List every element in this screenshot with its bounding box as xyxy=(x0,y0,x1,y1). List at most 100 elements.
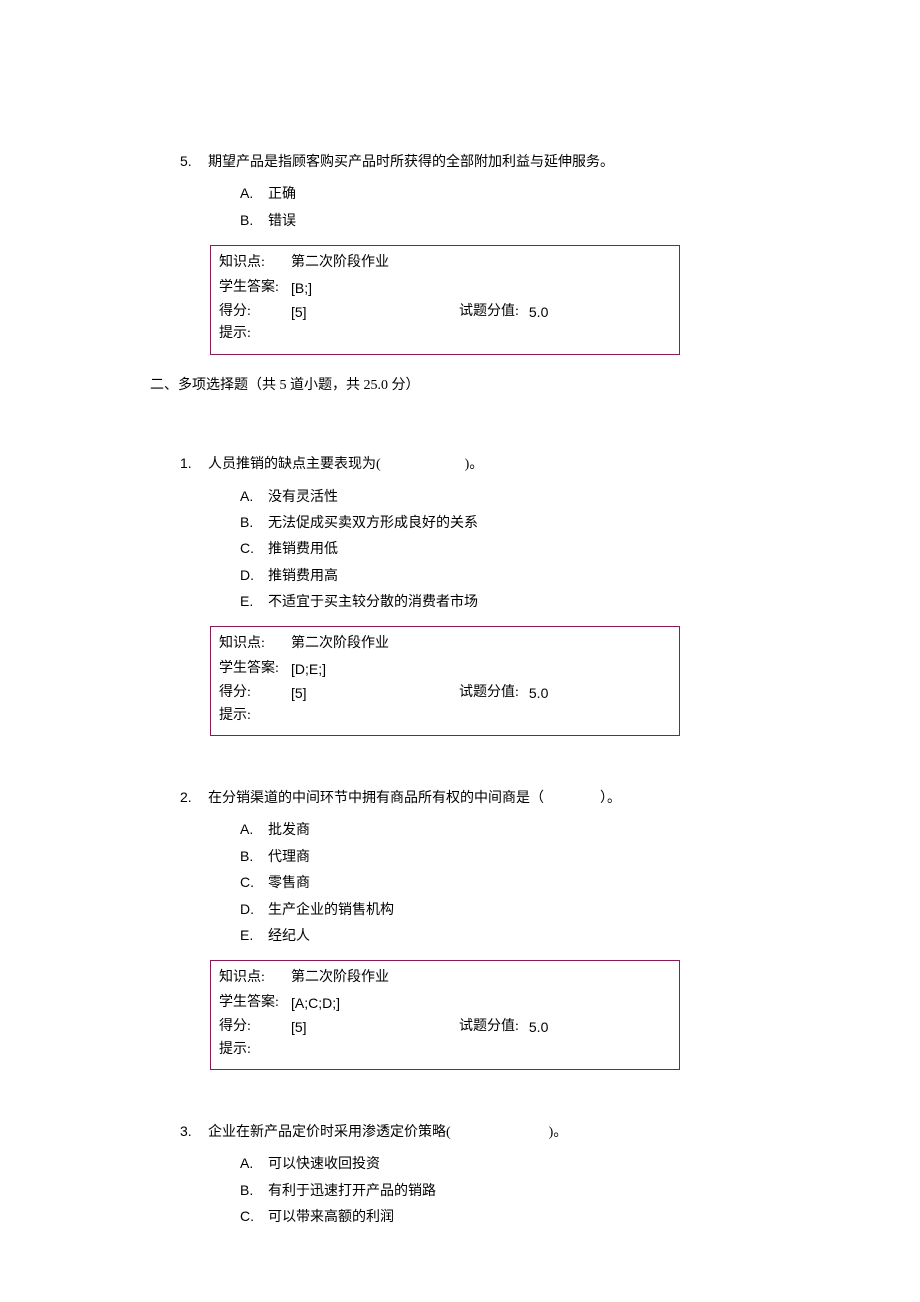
question-text: 人员推销的缺点主要表现为( )。 xyxy=(208,454,780,476)
option-item: D.推销费用高 xyxy=(240,564,780,588)
question-number: 1. xyxy=(180,452,208,474)
knowledge-point-value: 第二次阶段作业 xyxy=(291,633,389,655)
question-value-label: 试题分值: xyxy=(459,301,519,323)
question-block: 2. 在分销渠道的中间环节中拥有商品所有权的中间商是（ ）。 A.批发商 B.代… xyxy=(180,786,780,1070)
score-label: 得分: xyxy=(219,682,291,704)
option-text: 错误 xyxy=(268,211,296,233)
score-row: 得分: [5] 试题分值: 5.0 xyxy=(219,301,671,323)
score-value: [5] xyxy=(291,1016,307,1038)
option-item: A.没有灵活性 xyxy=(240,485,780,509)
score-row: 得分:[5] 试题分值: 5.0 xyxy=(219,1016,671,1038)
student-answer-row: 学生答案:[D;E;] xyxy=(219,658,671,680)
student-answer-row: 学生答案:[A;C;D;] xyxy=(219,992,671,1014)
hint-row: 提示: xyxy=(219,705,671,727)
question-text: 在分销渠道的中间环节中拥有商品所有权的中间商是（ ）。 xyxy=(208,788,780,810)
option-item: B.有利于迅速打开产品的销路 xyxy=(240,1179,780,1203)
question-value: 5.0 xyxy=(529,301,548,323)
option-text: 批发商 xyxy=(268,820,310,842)
option-text: 零售商 xyxy=(268,873,310,895)
hint-label: 提示: xyxy=(219,323,291,345)
option-letter: C. xyxy=(240,1205,268,1227)
option-text: 没有灵活性 xyxy=(268,487,338,509)
option-text: 正确 xyxy=(268,184,296,206)
question-line: 1. 人员推销的缺点主要表现为( )。 xyxy=(180,452,780,476)
student-answer-row: 学生答案: [B;] xyxy=(219,277,671,299)
question-number: 5. xyxy=(180,150,208,172)
option-item: B.代理商 xyxy=(240,845,780,869)
option-item: C.可以带来高额的利润 xyxy=(240,1205,780,1229)
answer-box: 知识点:第二次阶段作业 学生答案:[D;E;] 得分:[5] 试题分值:5.0 … xyxy=(210,626,680,736)
score-label: 得分: xyxy=(219,1016,291,1038)
options-list: A. 正确 B. 错误 xyxy=(240,182,780,233)
option-text: 不适宜于买主较分散的消费者市场 xyxy=(268,592,478,614)
option-item: A. 正确 xyxy=(240,182,780,206)
knowledge-point-value: 第二次阶段作业 xyxy=(291,252,389,274)
knowledge-point-row: 知识点:第二次阶段作业 xyxy=(219,633,671,655)
question-block: 3. 企业在新产品定价时采用渗透定价策略( )。 A.可以快速收回投资 B.有利… xyxy=(180,1120,780,1230)
options-list: A.没有灵活性 B.无法促成买卖双方形成良好的关系 C.推销费用低 D.推销费用… xyxy=(240,485,780,615)
section-header: 二、多项选择题（共 5 道小题，共 25.0 分） xyxy=(150,375,920,397)
option-text: 推销费用低 xyxy=(268,539,338,561)
answer-box: 知识点:第二次阶段作业 学生答案:[A;C;D;] 得分:[5] 试题分值: 5.… xyxy=(210,960,680,1070)
knowledge-point-label: 知识点: xyxy=(219,633,291,655)
question-text: 企业在新产品定价时采用渗透定价策略( )。 xyxy=(208,1122,780,1144)
option-text: 推销费用高 xyxy=(268,566,338,588)
question-line: 3. 企业在新产品定价时采用渗透定价策略( )。 xyxy=(180,1120,780,1144)
option-item: D.生产企业的销售机构 xyxy=(240,898,780,922)
knowledge-point-row: 知识点:第二次阶段作业 xyxy=(219,967,671,989)
student-answer-label: 学生答案: xyxy=(219,658,291,680)
option-text: 有利于迅速打开产品的销路 xyxy=(268,1181,436,1203)
option-item: C.推销费用低 xyxy=(240,537,780,561)
answer-box: 知识点: 第二次阶段作业 学生答案: [B;] 得分: [5] 试题分值: 5.… xyxy=(210,245,680,355)
knowledge-point-value: 第二次阶段作业 xyxy=(291,967,389,989)
knowledge-point-label: 知识点: xyxy=(219,252,291,274)
option-letter: A. xyxy=(240,485,268,507)
hint-row: 提示: xyxy=(219,323,671,345)
score-value: [5] xyxy=(291,301,307,323)
option-letter: B. xyxy=(240,511,268,533)
question-block: 1. 人员推销的缺点主要表现为( )。 A.没有灵活性 B.无法促成买卖双方形成… xyxy=(180,452,780,736)
option-letter: A. xyxy=(240,818,268,840)
option-text: 经纪人 xyxy=(268,926,310,948)
student-answer-value: [D;E;] xyxy=(291,658,326,680)
option-item: A.可以快速收回投资 xyxy=(240,1152,780,1176)
option-item: B.无法促成买卖双方形成良好的关系 xyxy=(240,511,780,535)
student-answer-label: 学生答案: xyxy=(219,992,291,1014)
option-item: A.批发商 xyxy=(240,818,780,842)
question-number: 2. xyxy=(180,786,208,808)
option-letter: C. xyxy=(240,871,268,893)
options-list: A.可以快速收回投资 B.有利于迅速打开产品的销路 C.可以带来高额的利润 xyxy=(240,1152,780,1229)
question-line: 5. 期望产品是指顾客购买产品时所获得的全部附加利益与延伸服务。 xyxy=(180,150,780,174)
option-letter: A. xyxy=(240,182,268,204)
option-letter: C. xyxy=(240,537,268,559)
option-letter: B. xyxy=(240,845,268,867)
option-text: 可以快速收回投资 xyxy=(268,1154,380,1176)
student-answer-value: [A;C;D;] xyxy=(291,992,340,1014)
option-letter: E. xyxy=(240,924,268,946)
score-label: 得分: xyxy=(219,301,291,323)
student-answer-label: 学生答案: xyxy=(219,277,291,299)
question-value: 5.0 xyxy=(529,1016,548,1038)
question-number: 3. xyxy=(180,1120,208,1142)
hint-row: 提示: xyxy=(219,1039,671,1061)
option-text: 代理商 xyxy=(268,847,310,869)
options-list: A.批发商 B.代理商 C.零售商 D.生产企业的销售机构 E.经纪人 xyxy=(240,818,780,948)
hint-label: 提示: xyxy=(219,705,291,727)
option-item: C.零售商 xyxy=(240,871,780,895)
score-value: [5] xyxy=(291,682,307,704)
option-letter: B. xyxy=(240,1179,268,1201)
option-letter: D. xyxy=(240,898,268,920)
option-item: B. 错误 xyxy=(240,209,780,233)
question-text: 期望产品是指顾客购买产品时所获得的全部附加利益与延伸服务。 xyxy=(208,152,780,174)
score-row: 得分:[5] 试题分值: 5.0 xyxy=(219,682,671,704)
question-line: 2. 在分销渠道的中间环节中拥有商品所有权的中间商是（ ）。 xyxy=(180,786,780,810)
question-value-label: 试题分值: xyxy=(459,1016,519,1038)
option-text: 可以带来高额的利润 xyxy=(268,1207,394,1229)
question-value: 5.0 xyxy=(529,682,548,704)
hint-label: 提示: xyxy=(219,1039,291,1061)
option-letter: A. xyxy=(240,1152,268,1174)
knowledge-point-label: 知识点: xyxy=(219,967,291,989)
option-letter: D. xyxy=(240,564,268,586)
question-value-label: 试题分值: xyxy=(459,682,519,704)
option-text: 无法促成买卖双方形成良好的关系 xyxy=(268,513,478,535)
